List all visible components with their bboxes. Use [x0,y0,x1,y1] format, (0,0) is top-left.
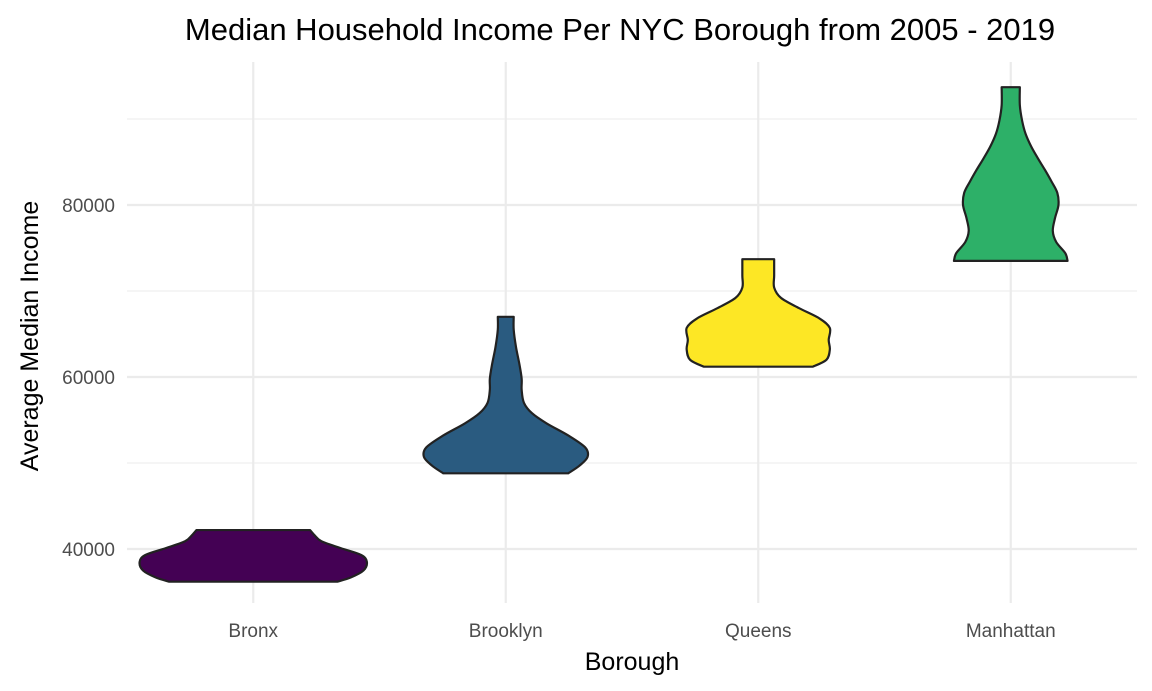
violin-manhattan [952,86,1069,262]
x-tick-label: Brooklyn [469,621,543,642]
violin-bronx [138,528,369,583]
y-axis-ticks: 40000 60000 80000 [62,196,115,561]
violin-brooklyn [422,315,590,475]
x-tick-label: Queens [725,621,792,642]
violin-queens [685,258,832,368]
x-tick-label: Bronx [228,621,278,642]
chart-title: Median Household Income Per NYC Borough … [185,12,1055,47]
y-axis-title: Average Median Income [16,201,44,472]
y-tick-label: 80000 [62,196,115,217]
y-tick-label: 40000 [62,540,115,561]
y-tick-label: 60000 [62,368,115,389]
grid [127,62,1137,603]
x-axis-ticks: Bronx Brooklyn Queens Manhattan [228,621,1055,642]
x-axis-title: Borough [585,648,680,676]
violins [138,86,1069,583]
x-tick-label: Manhattan [966,621,1056,642]
